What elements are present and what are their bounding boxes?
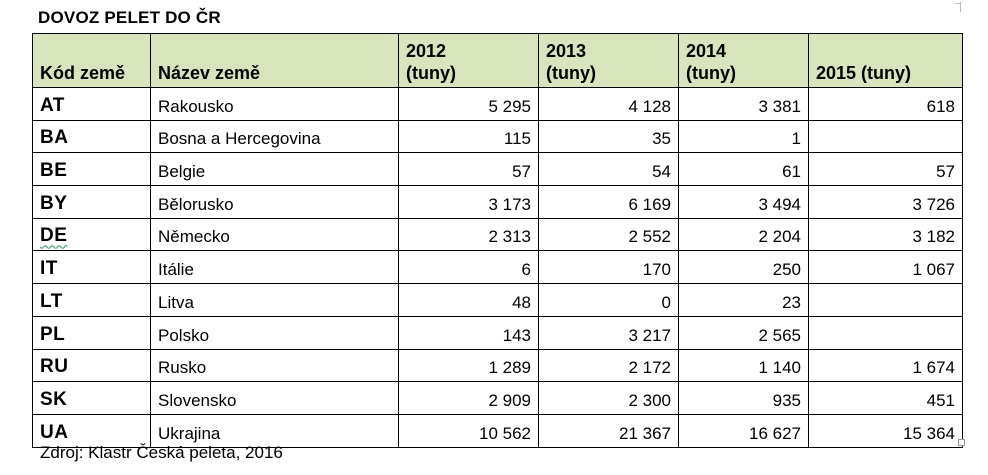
value-2012-cell: 10 562 <box>398 413 539 448</box>
value-2014-cell: 935 <box>678 381 809 415</box>
table-header-row: Kód země Název země 2012 (tuny) 2013 (tu… <box>32 33 963 88</box>
country-name-cell: Bělorusko <box>150 185 399 219</box>
value-2014-cell: 23 <box>678 283 809 317</box>
table-row: BY Bělorusko 3 173 6 169 3 494 3 726 <box>32 185 963 219</box>
value-2013-cell: 54 <box>538 152 679 187</box>
country-name-cell: Belgie <box>150 152 399 187</box>
header-2013-year: 2013 <box>546 41 587 61</box>
table-row: LT Litva 48 0 23 <box>32 283 963 317</box>
pellet-import-table: Kód země Název země 2012 (tuny) 2013 (tu… <box>32 33 963 448</box>
table-row: IT Itálie 6 170 250 1 067 <box>32 250 963 285</box>
header-2014: 2014 (tuny) <box>678 33 809 88</box>
table-row: UA Ukrajina 10 562 21 367 16 627 15 364 <box>32 413 963 448</box>
value-2015-cell <box>808 283 963 317</box>
value-2014-cell: 2 565 <box>678 315 809 350</box>
value-2012-cell: 115 <box>398 119 539 154</box>
value-2014-cell: 1 <box>678 119 809 154</box>
header-2013: 2013 (tuny) <box>538 33 679 88</box>
value-2012-cell: 3 173 <box>398 185 539 219</box>
value-2015-cell: 1 674 <box>808 348 963 383</box>
country-code-cell: UA <box>32 413 151 448</box>
table-row: RU Rusko 1 289 2 172 1 140 1 674 <box>32 348 963 383</box>
header-2015: 2015 (tuny) <box>808 33 963 88</box>
value-2015-cell: 451 <box>808 381 963 415</box>
country-name-cell: Bosna a Hercegovina <box>150 119 399 154</box>
country-name-cell: Rusko <box>150 348 399 383</box>
value-2012-cell: 2 313 <box>398 217 539 252</box>
country-code-cell: SK <box>32 381 151 415</box>
value-2014-cell: 61 <box>678 152 809 187</box>
value-2013-cell: 35 <box>538 119 679 154</box>
document-title: DOVOZ PELET DO ČR <box>38 8 221 27</box>
header-2012: 2012 (tuny) <box>398 33 539 88</box>
country-name-cell: Itálie <box>150 250 399 285</box>
value-2012-cell: 5 295 <box>398 87 539 121</box>
value-2014-cell: 3 494 <box>678 185 809 219</box>
value-2013-cell: 2 552 <box>538 217 679 252</box>
country-code-cell: BE <box>32 152 151 187</box>
value-2013-cell: 6 169 <box>538 185 679 219</box>
value-2012-cell: 48 <box>398 283 539 317</box>
table-row: AT Rakousko 5 295 4 128 3 381 618 <box>32 87 963 121</box>
country-code-cell: LT <box>32 283 151 317</box>
value-2014-cell: 1 140 <box>678 348 809 383</box>
header-2014-year: 2014 <box>686 41 727 61</box>
country-code-cell: IT <box>32 250 151 285</box>
header-2014-unit: (tuny) <box>686 63 736 83</box>
table-row: SK Slovensko 2 909 2 300 935 451 <box>32 381 963 415</box>
spellcheck-underline: DE <box>40 225 68 247</box>
country-code-cell: BY <box>32 185 151 219</box>
value-2014-cell: 250 <box>678 250 809 285</box>
country-name-cell: Ukrajina <box>150 413 399 448</box>
header-2013-unit: (tuny) <box>546 63 596 83</box>
value-2012-cell: 143 <box>398 315 539 350</box>
table-resize-handle[interactable] <box>958 439 965 446</box>
page-edge-marker <box>960 2 961 12</box>
value-2015-cell <box>808 119 963 154</box>
value-2015-cell <box>808 315 963 350</box>
header-country-code: Kód země <box>32 33 151 88</box>
header-2012-unit: (tuny) <box>406 63 456 83</box>
value-2015-cell: 618 <box>808 87 963 121</box>
source-note: Zdroj: Klastr Česká peleta, 2016 <box>40 443 283 462</box>
header-2012-year: 2012 <box>406 41 447 61</box>
country-code-cell: AT <box>32 87 151 121</box>
table-row: BA Bosna a Hercegovina 115 35 1 <box>32 119 963 154</box>
value-2012-cell: 57 <box>398 152 539 187</box>
value-2013-cell: 2 172 <box>538 348 679 383</box>
table-row: PL Polsko 143 3 217 2 565 <box>32 315 963 350</box>
value-2015-cell: 3 182 <box>808 217 963 252</box>
country-name-cell: Slovensko <box>150 381 399 415</box>
value-2013-cell: 2 300 <box>538 381 679 415</box>
value-2014-cell: 3 381 <box>678 87 809 121</box>
header-country-name: Název země <box>150 33 399 88</box>
value-2015-cell: 15 364 <box>808 413 963 448</box>
country-code-cell: DE <box>32 217 151 252</box>
table-row: DE Německo 2 313 2 552 2 204 3 182 <box>32 217 963 252</box>
country-name-cell: Litva <box>150 283 399 317</box>
country-code-cell: BA <box>32 119 151 154</box>
country-name-cell: Rakousko <box>150 87 399 121</box>
country-name-cell: Německo <box>150 217 399 252</box>
value-2012-cell: 6 <box>398 250 539 285</box>
value-2015-cell: 3 726 <box>808 185 963 219</box>
value-2015-cell: 1 067 <box>808 250 963 285</box>
value-2013-cell: 0 <box>538 283 679 317</box>
value-2014-cell: 16 627 <box>678 413 809 448</box>
value-2012-cell: 2 909 <box>398 381 539 415</box>
value-2014-cell: 2 204 <box>678 217 809 252</box>
value-2013-cell: 170 <box>538 250 679 285</box>
country-code-cell: PL <box>32 315 151 350</box>
value-2013-cell: 3 217 <box>538 315 679 350</box>
country-code-cell: RU <box>32 348 151 383</box>
country-name-cell: Polsko <box>150 315 399 350</box>
value-2013-cell: 21 367 <box>538 413 679 448</box>
value-2012-cell: 1 289 <box>398 348 539 383</box>
table-row: BE Belgie 57 54 61 57 <box>32 152 963 187</box>
value-2015-cell: 57 <box>808 152 963 187</box>
page-edge-marker <box>955 3 961 4</box>
value-2013-cell: 4 128 <box>538 87 679 121</box>
